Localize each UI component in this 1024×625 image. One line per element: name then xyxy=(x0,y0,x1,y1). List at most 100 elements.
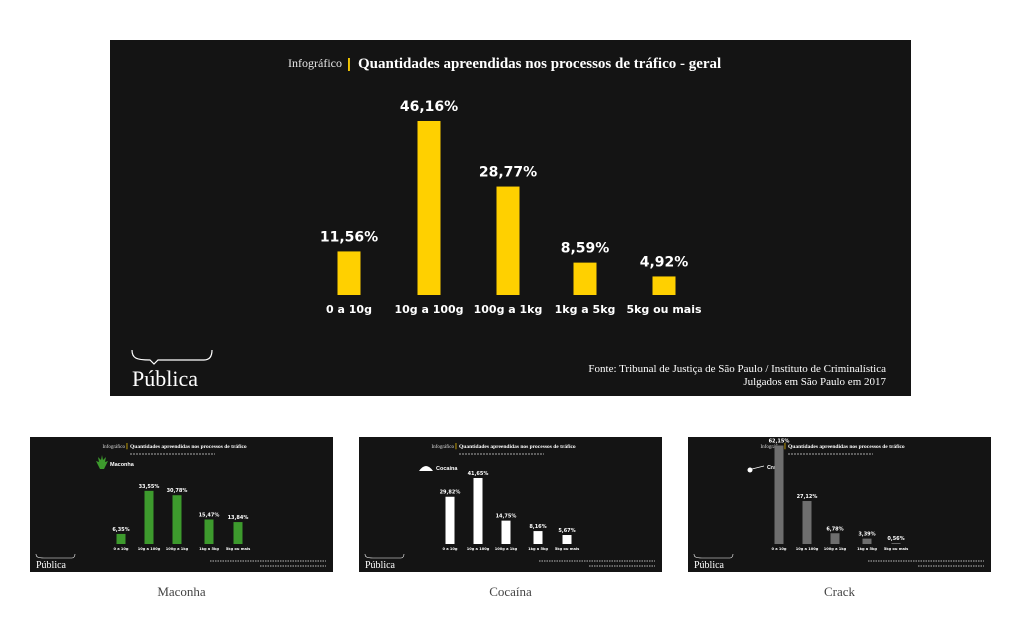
main-chart: Infográfico | Quantidades apreendidas no… xyxy=(131,55,886,391)
category-label: 1kg a 5kg xyxy=(528,547,548,551)
bar xyxy=(533,531,543,544)
category-label: 5kg ou mais xyxy=(226,547,251,551)
logo-text: Pública xyxy=(132,366,198,391)
data-label: 13,84% xyxy=(228,515,249,521)
thumbnail-cocaina[interactable]: Infográfico | Quantidades apreendidas no… xyxy=(359,437,662,572)
thumbnail-chart: Infográfico | Quantidades apreendidas no… xyxy=(35,443,326,571)
category-label: 100g a 1kg xyxy=(495,547,518,551)
bar xyxy=(337,251,361,295)
data-label: 3,39% xyxy=(858,532,875,538)
thumbnail-chart: Infográfico | Quantidades apreendidas no… xyxy=(693,439,984,571)
data-label: 41,65% xyxy=(468,471,489,477)
bar xyxy=(496,186,520,295)
category-label: 100g a 1kg xyxy=(824,547,847,551)
thumb-separator: | xyxy=(455,443,457,450)
thumb-logo: Pública xyxy=(694,560,725,571)
data-label: 8,16% xyxy=(529,524,546,530)
thumb-logo-bracket-icon xyxy=(693,553,734,559)
bar xyxy=(204,519,214,544)
thumb-legend: Cocaína xyxy=(436,466,458,472)
category-label: 0 a 10g xyxy=(771,547,786,551)
bar xyxy=(144,490,154,544)
bar xyxy=(774,445,784,544)
bar xyxy=(233,522,243,544)
bar xyxy=(445,496,455,544)
data-label: 11,56% xyxy=(320,229,378,245)
bar xyxy=(573,262,597,295)
bars: 11,56% 0 a 10g 46,16% 10g a 100g 28,77% 100g … xyxy=(320,99,702,316)
category-label: 1kg a 5kg xyxy=(857,547,877,551)
category-label: 5kg ou mais xyxy=(884,547,909,551)
caption-maconha: Maconha xyxy=(157,584,206,599)
logo-bracket-icon xyxy=(131,349,213,365)
bars: 29,82% 0 a 10g 41,65% 10g a 100g 14,75% 100g … xyxy=(440,471,580,551)
data-label: 33,55% xyxy=(139,484,160,490)
thumbnail-crack[interactable]: Infográfico | Quantidades apreendidas no… xyxy=(688,437,991,572)
category-label: 0 a 10g xyxy=(113,547,128,551)
source-line-1: Fonte: Tribunal de Justiça de São Paulo … xyxy=(588,363,886,375)
bar xyxy=(562,535,572,544)
chart-title: Quantidades apreendidas nos processos de… xyxy=(358,56,721,72)
category-label: 5kg ou mais xyxy=(555,547,580,551)
bar xyxy=(652,276,676,295)
thumb-logo: Pública xyxy=(36,560,67,571)
bar xyxy=(172,495,182,544)
thumb-prefix: Infográfico xyxy=(432,445,455,450)
category-label: 100g a 1kg xyxy=(474,303,543,316)
caption-cocaina: Cocaína xyxy=(489,584,532,599)
bar xyxy=(417,121,441,295)
category-label: 10g a 100g xyxy=(467,547,490,551)
pipe-icon xyxy=(747,465,765,473)
data-label: 5,67% xyxy=(558,528,575,534)
thumbnail-chart: Infográfico | Quantidades apreendidas no… xyxy=(364,443,655,571)
caption-crack: Crack xyxy=(823,584,856,599)
data-label: 6,35% xyxy=(112,527,129,533)
bar xyxy=(862,538,872,544)
thumb-title: Quantidades apreendidas nos processos de… xyxy=(130,444,247,450)
bar xyxy=(473,478,483,544)
category-label: 5kg ou mais xyxy=(626,303,702,316)
category-label: 10g a 100g xyxy=(138,547,161,551)
data-label: 4,92% xyxy=(640,254,689,270)
data-label: 14,75% xyxy=(496,514,517,520)
logo: Pública xyxy=(131,349,213,391)
source-line-2: Julgados em São Paulo em 2017 xyxy=(743,376,886,388)
bar xyxy=(501,520,511,544)
data-label: 28,77% xyxy=(479,165,537,181)
category-label: 0 a 10g xyxy=(326,303,372,316)
thumb-legend: Maconha xyxy=(110,462,135,468)
bars: 6,35% 0 a 10g 33,55% 10g a 100g 30,78% 100g a… xyxy=(112,484,250,551)
powder-icon xyxy=(419,466,433,471)
category-label: 100g a 1kg xyxy=(166,547,189,551)
data-label: 29,82% xyxy=(440,490,461,496)
category-label: 1kg a 5kg xyxy=(555,303,616,316)
data-label: 62,15% xyxy=(769,439,790,445)
data-label: 0,56% xyxy=(887,536,904,542)
data-label: 27,12% xyxy=(797,494,818,500)
data-label: 15,47% xyxy=(199,512,220,518)
thumb-separator: | xyxy=(126,443,128,450)
data-label: 46,16% xyxy=(400,99,458,115)
bar xyxy=(116,533,126,544)
category-label: 0 a 10g xyxy=(442,547,457,551)
data-label: 30,78% xyxy=(167,488,188,494)
thumb-title: Quantidades apreendidas nos processos de… xyxy=(788,444,905,450)
thumb-logo-bracket-icon xyxy=(35,553,76,559)
bar xyxy=(830,533,840,544)
data-label: 6,78% xyxy=(826,526,843,532)
thumb-separator: | xyxy=(784,443,786,450)
category-label: 10g a 100g xyxy=(796,547,819,551)
thumb-prefix: Infográfico xyxy=(103,445,126,450)
category-label: 10g a 100g xyxy=(394,303,463,316)
category-label: 1kg a 5kg xyxy=(199,547,219,551)
thumb-title: Quantidades apreendidas nos processos de… xyxy=(459,444,576,450)
chart-prefix: Infográfico xyxy=(288,56,342,70)
main-chart-panel: Infográfico | Quantidades apreendidas no… xyxy=(110,40,911,396)
thumb-logo: Pública xyxy=(365,560,396,571)
leaf-icon xyxy=(96,455,108,469)
bar xyxy=(891,543,901,544)
thumb-prefix: Infográfico xyxy=(761,445,784,450)
title-separator: | xyxy=(347,55,351,71)
bar xyxy=(802,501,812,544)
thumbnail-maconha[interactable]: Infográfico | Quantidades apreendidas no… xyxy=(30,437,333,572)
